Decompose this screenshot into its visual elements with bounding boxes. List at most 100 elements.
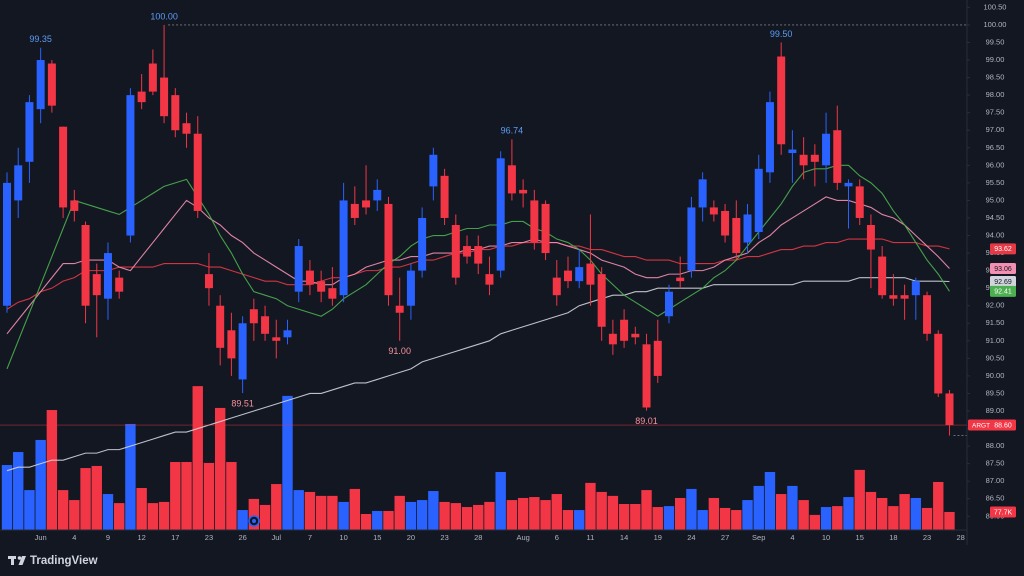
logo[interactable]: TradingView [8, 555, 98, 567]
volume-bar [136, 487, 147, 530]
candle-body [362, 200, 371, 208]
volume-bar [675, 497, 686, 530]
candle-body [788, 149, 797, 154]
volume-bar [428, 491, 439, 530]
volume-bar [708, 497, 720, 530]
candle-layer [3, 24, 954, 436]
candle-body [115, 277, 124, 292]
volume-bar [24, 490, 35, 530]
price-tag: 88.60 [994, 422, 1012, 429]
candle-body [519, 189, 528, 194]
volume-bar [562, 510, 574, 530]
volume-bar [416, 500, 428, 530]
candle-body [373, 189, 382, 201]
volume-bar [731, 510, 742, 530]
candle-body [216, 305, 225, 348]
volume-bar [405, 501, 417, 530]
volume-bar [80, 468, 91, 530]
volume-bar [764, 471, 776, 530]
candle-body [204, 274, 213, 289]
candle-body [160, 77, 169, 117]
candle-body [283, 330, 292, 338]
volume-bar [349, 488, 361, 530]
ma-tag: 92.41 [994, 289, 1012, 296]
candle-body [103, 253, 112, 299]
volume-bar [854, 469, 865, 530]
candle-body [249, 309, 258, 324]
y-tick-label: 100.00 [984, 20, 1007, 29]
candle-body [564, 270, 572, 282]
x-tick-label: 12 [137, 533, 145, 542]
y-tick-label: 99.50 [986, 37, 1005, 46]
volume-bar [686, 488, 697, 530]
y-tick-label: 97.00 [986, 125, 1005, 134]
volume-bar [618, 504, 630, 530]
x-tick-label: 28 [957, 533, 965, 542]
y-tick-label: 96.50 [986, 143, 1005, 152]
high-label: 99.35 [29, 34, 52, 44]
y-tick-label: 94.50 [986, 213, 1005, 222]
high-label: 99.50 [770, 29, 793, 39]
volume-bar [372, 510, 383, 530]
x-tick-label: 10 [822, 533, 830, 542]
volume-bar [641, 490, 652, 530]
y-tick-label: 89.00 [986, 406, 1005, 415]
tag-layer: 93.62 93.06 92.69 92.41 ARGT 88.60 77.7K [968, 243, 1016, 518]
candle-body [261, 316, 270, 334]
label-layer: 99.35 100.00 96.74 99.50 89.51 91.00 89.01 [0, 11, 967, 436]
x-tick-label: 15 [373, 533, 381, 542]
axis-layer: 86.0086.5087.0087.5088.0088.5089.0089.50… [35, 2, 1007, 542]
y-tick-label: 100.50 [984, 2, 1007, 11]
candle-body [59, 126, 68, 208]
candle-body [631, 333, 640, 338]
volume-bar [697, 510, 708, 530]
x-tick-label: 26 [238, 533, 246, 542]
ma-tag-bg [990, 285, 1016, 297]
candle-body [900, 295, 909, 299]
volume-bar [798, 500, 809, 530]
volume-bar [495, 471, 506, 530]
candle-body [418, 217, 427, 271]
volume-bar [607, 495, 619, 530]
candle-body [833, 130, 842, 183]
y-tick-label: 86.50 [986, 494, 1005, 503]
candle-body [575, 267, 584, 282]
brand: TradingView [30, 555, 98, 567]
candle-body [653, 340, 662, 376]
x-tick-label: 23 [440, 533, 448, 542]
x-tick-label: 6 [555, 533, 559, 542]
volume-bar [921, 507, 933, 530]
volume-bar [1, 465, 13, 530]
candle-body [47, 63, 56, 106]
candle-body [743, 214, 752, 243]
volume-bar [394, 495, 405, 530]
volume-bar [540, 500, 551, 530]
candle-body [92, 274, 101, 296]
candle-body [698, 179, 707, 208]
low-label: 89.51 [231, 398, 254, 408]
x-tick-label: 10 [339, 533, 347, 542]
volume-bar [865, 491, 877, 530]
volume-bar [125, 423, 136, 530]
candle-body [227, 330, 236, 359]
y-tick-label: 87.00 [986, 476, 1005, 485]
volume-bar [383, 510, 394, 530]
moving-average [6, 164, 950, 370]
volume-bar [271, 484, 282, 530]
volume-bar [585, 482, 596, 530]
candle-body [822, 133, 831, 166]
volume-bar [35, 439, 46, 530]
x-tick-label: 11 [587, 533, 595, 542]
volume-bar [899, 494, 910, 530]
high-label: 100.00 [150, 11, 178, 21]
candle-body [182, 123, 191, 134]
volume-bar [327, 495, 338, 530]
candle-body [552, 277, 561, 296]
candle-body [3, 182, 11, 306]
x-tick-label: 15 [856, 533, 864, 542]
volume-bar [338, 501, 349, 530]
volume-bar [450, 503, 461, 530]
volume-bar [473, 504, 484, 530]
volume-bar [248, 498, 260, 530]
volume-bar [484, 501, 495, 530]
